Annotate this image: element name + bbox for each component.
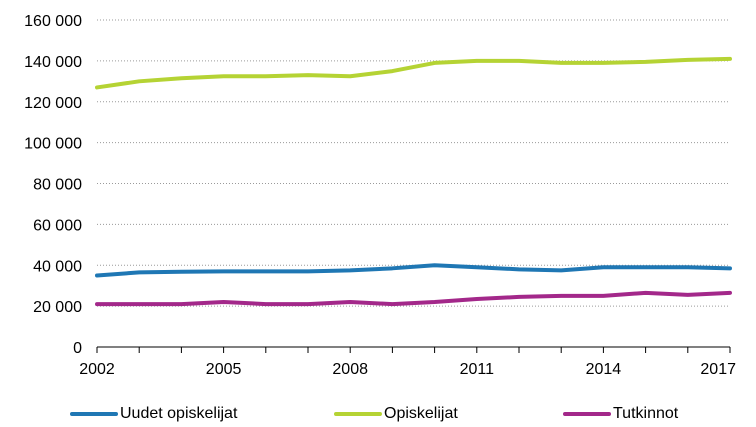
y-tick-label: 40 000 [33, 258, 82, 275]
x-tick-label: 2005 [206, 361, 242, 378]
legend-label-tutkinnot: Tutkinnot [613, 404, 679, 422]
legend-swatch-opiskelijat [334, 411, 382, 416]
y-tick-label: 160 000 [24, 13, 82, 30]
series-line-opiskelijat [95, 56, 732, 90]
legend-label-uudet-opiskelijat: Uudet opiskelijat [120, 404, 238, 422]
series-line-tutkinnot [95, 290, 732, 307]
x-tick-label: 2014 [586, 361, 622, 378]
legend-swatch-uudet-opiskelijat [70, 411, 118, 416]
legend-label-opiskelijat: Opiskelijat [384, 404, 458, 422]
legend: Uudet opiskelijat Opiskelijat Tutkinnot [0, 400, 756, 427]
legend-item-tutkinnot: Tutkinnot [563, 400, 678, 427]
y-tick-label: 100 000 [24, 136, 82, 153]
series-lines [95, 56, 732, 307]
y-tick-label: 0 [73, 340, 82, 357]
y-tick-label: 60 000 [33, 217, 82, 234]
y-tick-label: 120 000 [24, 95, 82, 112]
x-tick-label: 2011 [460, 361, 495, 378]
y-tick-label: 140 000 [24, 54, 82, 71]
y-tick-label: 20 000 [33, 299, 82, 316]
x-tick-label: 2002 [79, 361, 115, 378]
x-axis-ticks: 2002 2005 2008 2011 2014 2017 [79, 347, 736, 378]
x-tick-label: 2008 [332, 361, 368, 378]
series-line-uudet-opiskelijat [95, 263, 732, 278]
gridlines [97, 19, 730, 307]
legend-item-uudet-opiskelijat: Uudet opiskelijat [70, 400, 237, 427]
y-axis-ticks: 0 20 000 40 000 60 000 80 000 100 000 120 000 1… [24, 13, 82, 357]
legend-item-opiskelijat: Opiskelijat [334, 400, 458, 427]
x-tick-label: 2017 [700, 361, 736, 378]
legend-swatch-tutkinnot [563, 411, 611, 416]
y-tick-label: 80 000 [33, 177, 82, 194]
